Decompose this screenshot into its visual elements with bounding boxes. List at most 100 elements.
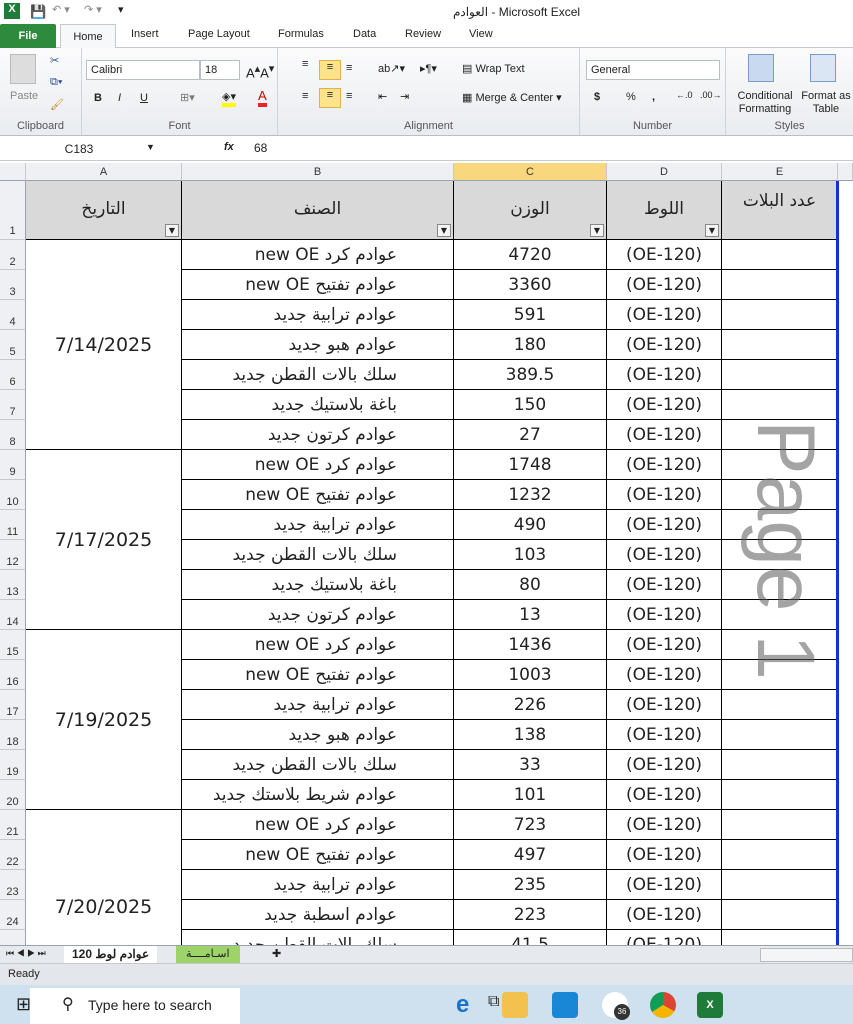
lot-cell[interactable]: (OE-120) — [607, 480, 722, 510]
lot-cell[interactable]: (OE-120) — [607, 420, 722, 450]
sheet-nav-icon[interactable]: ⏮ ◀ ▶ ⏭ — [6, 948, 46, 958]
item-cell[interactable]: عوادم تفتيح new OE — [182, 480, 454, 510]
item-cell[interactable]: عوادم تفتيح new OE — [182, 270, 454, 300]
item-cell[interactable]: عوادم شريط بلاستك جديد — [182, 780, 454, 810]
pallets-cell[interactable] — [722, 720, 838, 750]
item-cell[interactable]: عوادم هبو جديد — [182, 330, 454, 360]
insert-function-icon[interactable]: fx — [224, 141, 234, 153]
filter-dropdown-icon[interactable]: ▼ — [165, 224, 179, 237]
align-top-icon[interactable]: ≡ — [302, 58, 309, 70]
row-header[interactable]: 20 — [0, 780, 26, 810]
lot-cell[interactable]: (OE-120) — [607, 870, 722, 900]
date-cell[interactable]: 7/17/2025 — [26, 450, 182, 630]
align-bottom-icon[interactable]: ≡ — [346, 62, 353, 74]
row-header[interactable]: 24 — [0, 900, 26, 930]
increase-indent-icon[interactable]: ⇥ — [400, 91, 410, 103]
name-box[interactable]: C183 — [64, 142, 94, 156]
item-cell[interactable]: باغة بلاستيك جديد — [182, 570, 454, 600]
row-header[interactable]: 12 — [0, 540, 26, 570]
weight-cell[interactable]: 138 — [454, 720, 607, 750]
pallets-cell[interactable] — [722, 750, 838, 780]
pallets-cell[interactable] — [722, 780, 838, 810]
format-painter-icon[interactable]: 🖌 — [50, 99, 64, 111]
filter-dropdown-icon[interactable]: ▼ — [437, 224, 451, 237]
align-center-icon[interactable]: ≡ — [319, 88, 341, 108]
filter-dropdown-icon[interactable]: ▼ — [705, 224, 719, 237]
currency-button[interactable]: $ — [594, 91, 601, 103]
weight-cell[interactable]: 33 — [454, 750, 607, 780]
paste-button[interactable]: Paste — [10, 90, 39, 102]
row-header[interactable]: 9 — [0, 450, 26, 480]
weight-cell[interactable]: 101 — [454, 780, 607, 810]
row-header[interactable]: 1 — [0, 181, 26, 240]
format-as-table-button[interactable]: Format as Table — [801, 90, 851, 115]
fill-color-icon[interactable]: ◈▾ — [222, 90, 236, 107]
weight-cell[interactable]: 591 — [454, 300, 607, 330]
row-header[interactable]: 4 — [0, 300, 26, 330]
pallets-cell[interactable] — [722, 930, 838, 945]
pallets-cell[interactable] — [722, 690, 838, 720]
text-direction-icon[interactable]: ▸¶▾ — [420, 63, 437, 75]
formula-input[interactable]: 68 — [254, 141, 268, 155]
item-cell[interactable]: عوادم كرتون جديد — [182, 600, 454, 630]
wrap-text-button[interactable]: ▤ Wrap Text — [462, 62, 525, 75]
row-header[interactable]: 18 — [0, 720, 26, 750]
windows-start-icon[interactable]: ⊞ — [16, 994, 32, 1014]
tab-file[interactable]: File — [0, 24, 56, 48]
mail-icon[interactable] — [552, 992, 578, 1018]
lot-cell[interactable]: (OE-120) — [607, 600, 722, 630]
decrease-decimal-icon[interactable]: .00→ — [700, 90, 722, 100]
paste-icon[interactable] — [10, 54, 36, 84]
lot-cell[interactable]: (OE-120) — [607, 330, 722, 360]
edge-icon[interactable]: e — [456, 991, 470, 1018]
tab-page-layout[interactable]: Page Layout — [188, 28, 250, 40]
row-header[interactable]: 19 — [0, 750, 26, 780]
column-header[interactable]: B — [182, 163, 454, 181]
lot-cell[interactable]: (OE-120) — [607, 270, 722, 300]
spreadsheet-grid[interactable]: A B C D E 1 التاريخ ▼ الصنف ▼ الوزن ▼ اللوط ▼ عدد البل… — [0, 163, 853, 945]
redo-icon[interactable]: ↷ ▾ — [84, 4, 102, 16]
lot-cell[interactable]: (OE-120) — [607, 510, 722, 540]
tab-data[interactable]: Data — [353, 28, 377, 40]
weight-cell[interactable]: 1232 — [454, 480, 607, 510]
row-header[interactable]: 3 — [0, 270, 26, 300]
align-left-icon[interactable]: ≡ — [302, 90, 309, 102]
tab-view[interactable]: View — [469, 28, 493, 40]
row-header[interactable]: 14 — [0, 600, 26, 630]
task-view-icon[interactable]: ⧉ — [488, 993, 500, 1010]
item-cell[interactable]: عوادم ترابية جديد — [182, 510, 454, 540]
weight-cell[interactable]: 41.5 — [454, 930, 607, 945]
row-header[interactable]: 13 — [0, 570, 26, 600]
row-header[interactable]: 17 — [0, 690, 26, 720]
weight-cell[interactable]: 4720 — [454, 240, 607, 270]
row-header[interactable]: 23 — [0, 870, 26, 900]
sheet-tab[interactable]: اسـامــــة — [176, 946, 240, 963]
weight-cell[interactable]: 103 — [454, 540, 607, 570]
weight-cell[interactable]: 1748 — [454, 450, 607, 480]
merge-center-button[interactable]: ▦ Merge & Center ▾ — [462, 92, 562, 104]
item-cell[interactable]: عوادم ترابية جديد — [182, 690, 454, 720]
horizontal-scrollbar[interactable] — [760, 948, 853, 962]
undo-icon[interactable]: ↶ ▾ — [52, 4, 70, 16]
tab-home[interactable]: Home — [60, 24, 116, 49]
pallets-cell[interactable] — [722, 330, 838, 360]
date-cell[interactable]: 7/20/2025 — [26, 810, 182, 945]
lot-cell[interactable]: (OE-120) — [607, 360, 722, 390]
weight-cell[interactable]: 389.5 — [454, 360, 607, 390]
lot-cell[interactable]: (OE-120) — [607, 930, 722, 945]
item-cell[interactable]: عوادم ترابية جديد — [182, 300, 454, 330]
column-header[interactable]: A — [26, 163, 182, 181]
row-header[interactable]: 5 — [0, 330, 26, 360]
lot-cell[interactable]: (OE-120) — [607, 630, 722, 660]
item-cell[interactable]: سلك بالات القطن جديد — [182, 750, 454, 780]
lot-cell[interactable]: (OE-120) — [607, 540, 722, 570]
item-cell[interactable]: عوادم كرد new OE — [182, 240, 454, 270]
weight-cell[interactable]: 490 — [454, 510, 607, 540]
weight-cell[interactable]: 723 — [454, 810, 607, 840]
item-cell[interactable]: عوادم كرد new OE — [182, 630, 454, 660]
pallets-cell[interactable] — [722, 840, 838, 870]
lot-cell[interactable]: (OE-120) — [607, 900, 722, 930]
bold-button[interactable]: B — [94, 92, 102, 104]
item-cell[interactable]: عوادم ترابية جديد — [182, 870, 454, 900]
lot-cell[interactable]: (OE-120) — [607, 780, 722, 810]
